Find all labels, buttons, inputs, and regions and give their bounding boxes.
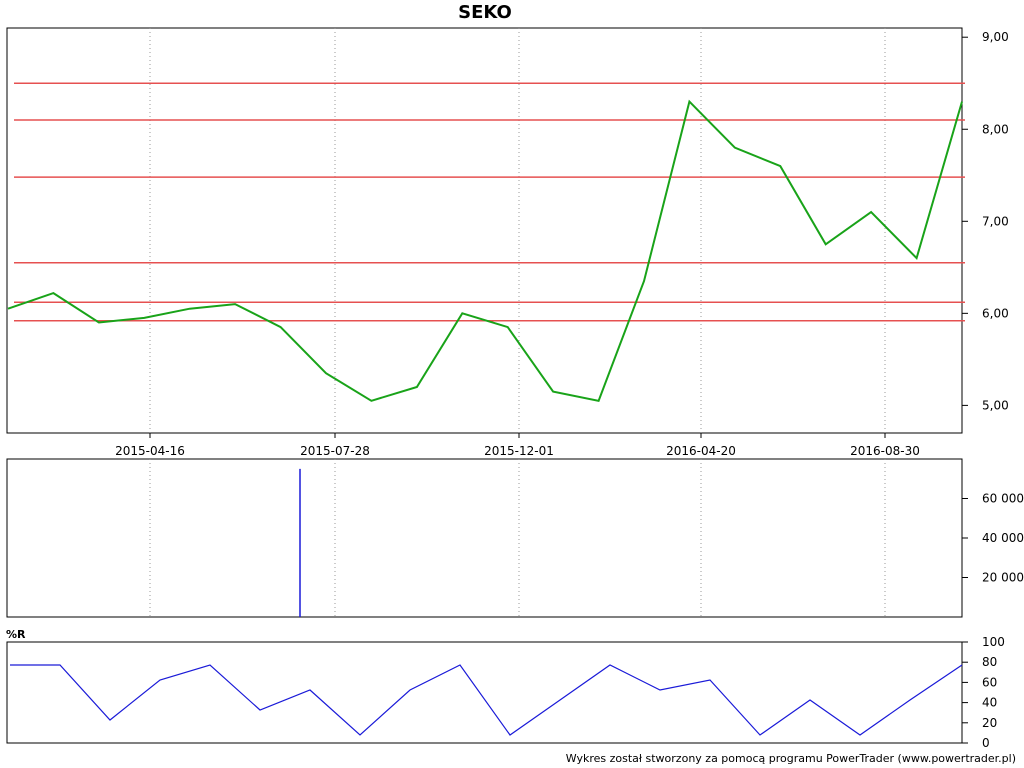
- volume-tick-label: 40 000: [982, 531, 1024, 545]
- wr-ticks: 100 80 60 40 20 0: [962, 635, 1005, 750]
- x-axis-ticks: 2015-04-16 2015-07-28 2015-12-01 2016-04-20…: [115, 433, 920, 458]
- wr-tick-label: 0: [982, 736, 990, 750]
- volume-tick-label: 20 000: [982, 571, 1024, 585]
- volume-ticks: 60 000 40 000 20 000: [962, 492, 1024, 585]
- price-tick-label: 6,00: [982, 306, 1009, 320]
- wr-label: %R: [6, 628, 26, 641]
- x-tick-label: 2015-07-28: [300, 444, 370, 458]
- wr-line-path: [10, 664, 963, 736]
- price-grid: [149, 28, 886, 433]
- x-tick-label: 2016-04-20: [666, 444, 736, 458]
- wr-line: [10, 664, 963, 736]
- price-plot-frame: [6, 27, 963, 434]
- price-tick-label: 7,00: [982, 214, 1009, 228]
- price-series: [7, 99, 963, 402]
- wr-tick-label: 20: [982, 716, 997, 730]
- x-tick-label: 2015-12-01: [484, 444, 554, 458]
- price-tick-label: 5,00: [982, 398, 1009, 412]
- price-tick-label: 9,00: [982, 30, 1009, 44]
- wr-tick-label: 40: [982, 696, 997, 710]
- wr-tick-label: 80: [982, 655, 997, 669]
- price-line: [7, 99, 963, 402]
- volume-grid: [149, 459, 886, 617]
- price-ticks: 9,00 8,00 7,00 6,00 5,00: [962, 30, 1009, 412]
- wr-tick-label: 60: [982, 675, 997, 689]
- footer-text: Wykres został stworzony za pomocą progra…: [566, 752, 1016, 765]
- wr-tick-label: 100: [982, 635, 1005, 649]
- volume-plot-frame: [6, 458, 963, 618]
- x-tick-label: 2015-04-16: [115, 444, 185, 458]
- price-tick-label: 8,00: [982, 122, 1009, 136]
- volume-tick-label: 60 000: [982, 492, 1024, 506]
- price-levels: [14, 82, 965, 322]
- chart-title: SEKO: [458, 2, 512, 23]
- wr-plot-frame: [6, 641, 963, 744]
- x-tick-label: 2016-08-30: [850, 444, 920, 458]
